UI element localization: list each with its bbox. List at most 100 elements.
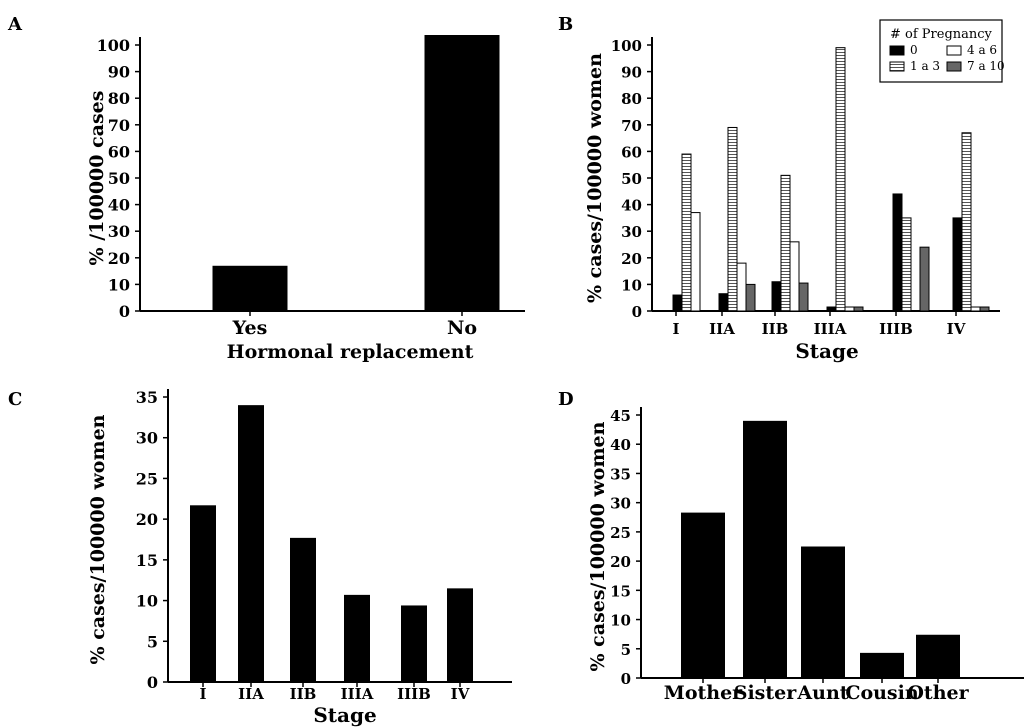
bar-a-no	[424, 35, 500, 311]
x-tick-label: Mother	[664, 682, 743, 704]
x-tick-label: No	[447, 317, 477, 339]
legend-label: 1 a 3	[910, 59, 940, 73]
x-tick-label: Yes	[232, 317, 268, 339]
bar-d-cousin	[860, 652, 904, 678]
panel-letter-c: C	[8, 389, 22, 410]
y-tick-label: 10	[108, 275, 130, 294]
x-tick-label: IV	[451, 685, 470, 703]
y-tick-label: 0	[621, 670, 631, 688]
y-tick-label: 10	[621, 276, 642, 294]
bar-b-iiib-s1	[901, 217, 912, 312]
x-axis-title: Hormonal replacement	[227, 341, 474, 363]
bar-b-iia-s0	[718, 293, 729, 312]
bar-c-iiia	[344, 594, 370, 682]
y-axis-title: % cases/100000 women	[587, 421, 609, 671]
legend-title: # of Pregnancy	[890, 27, 993, 42]
x-tick-label: IV	[947, 320, 966, 338]
x-axis-title: Stage	[795, 339, 858, 363]
y-tick-label: 70	[621, 117, 642, 135]
y-tick-label: 40	[621, 197, 642, 215]
y-tick-label: 40	[108, 196, 130, 215]
x-axis-title: Stage	[313, 703, 376, 727]
y-tick-label: 80	[108, 89, 130, 108]
x-tick-label: IIA	[238, 685, 264, 703]
bar-b-iib-s3	[798, 282, 809, 312]
y-tick-label: 0	[147, 673, 158, 692]
bar-d-other	[916, 634, 960, 678]
y-tick-label: 90	[621, 64, 642, 82]
bar-c-iia	[238, 405, 264, 682]
bar-b-iiia-s3	[853, 306, 864, 312]
y-tick-label: 20	[136, 510, 158, 529]
x-tick-label: I	[672, 320, 679, 338]
y-tick-label: 5	[621, 641, 631, 659]
legend-swatch	[889, 61, 905, 72]
y-tick-label: 30	[108, 222, 130, 241]
y-tick-label: 30	[610, 495, 631, 513]
x-tick-label: IIB	[762, 320, 789, 338]
bar-b-i-s2	[690, 212, 701, 312]
legend-swatch	[946, 45, 962, 56]
y-tick-label: 10	[610, 612, 631, 630]
legend-swatch	[946, 61, 962, 72]
y-tick-label: 100	[97, 36, 130, 55]
x-tick-label: IIIA	[341, 685, 374, 703]
bar-a-yes	[212, 265, 288, 311]
bar-b-iv-s0	[952, 217, 963, 312]
y-axis-title: % /100000 cases	[86, 91, 108, 266]
panel-letter-a: A	[7, 14, 23, 35]
bar-d-aunt	[801, 546, 845, 678]
bar-b-i-s1	[681, 153, 692, 312]
x-tick-label: IIB	[290, 685, 317, 703]
y-axis-title: % cases/100000 women	[584, 53, 606, 303]
y-tick-label: 15	[136, 551, 158, 570]
y-tick-label: 30	[136, 429, 158, 448]
bar-b-iiia-s2	[844, 306, 855, 312]
y-tick-label: 50	[621, 170, 642, 188]
y-tick-label: 80	[621, 90, 642, 108]
legend-label: 4 a 6	[967, 43, 997, 57]
bar-b-iiia-s1	[835, 47, 846, 312]
y-tick-label: 20	[621, 250, 642, 268]
y-tick-label: 90	[108, 63, 130, 82]
bar-b-iib-s1	[780, 174, 791, 312]
bar-c-iiib	[401, 605, 427, 682]
x-tick-label: IIIB	[397, 685, 431, 703]
bar-c-i	[190, 505, 216, 682]
legend-label: 7 a 10	[967, 59, 1005, 73]
bar-d-mother	[681, 512, 725, 678]
y-tick-label: 60	[108, 142, 130, 161]
bar-b-iia-s1	[727, 126, 738, 312]
x-tick-label: Other	[907, 682, 969, 704]
bar-b-iv-s2	[970, 306, 981, 312]
y-tick-label: 25	[610, 524, 631, 542]
y-tick-label: 45	[610, 407, 631, 425]
bar-b-iiib-s3	[919, 246, 930, 312]
y-tick-label: 20	[610, 553, 631, 571]
bar-b-iia-s3	[745, 283, 756, 312]
bar-b-iiib-s0	[892, 193, 903, 312]
y-tick-label: 5	[147, 632, 158, 651]
y-axis-title: % cases/100000 women	[87, 414, 109, 664]
bar-b-i-s0	[672, 294, 683, 312]
bar-b-iib-s2	[789, 241, 800, 312]
x-tick-label: Sister	[734, 682, 798, 704]
y-tick-label: 100	[611, 37, 642, 55]
y-tick-label: 20	[108, 249, 130, 268]
panel-letter-d: D	[558, 389, 574, 410]
x-tick-label: I	[199, 685, 206, 703]
x-tick-label: IIIB	[879, 320, 913, 338]
y-tick-label: 25	[136, 469, 158, 488]
bar-c-iv	[447, 588, 473, 682]
y-tick-label: 0	[632, 303, 642, 321]
legend-label: 0	[910, 43, 918, 57]
bar-c-iib	[290, 537, 316, 682]
y-tick-label: 40	[610, 436, 631, 454]
x-tick-label: IIA	[709, 320, 735, 338]
